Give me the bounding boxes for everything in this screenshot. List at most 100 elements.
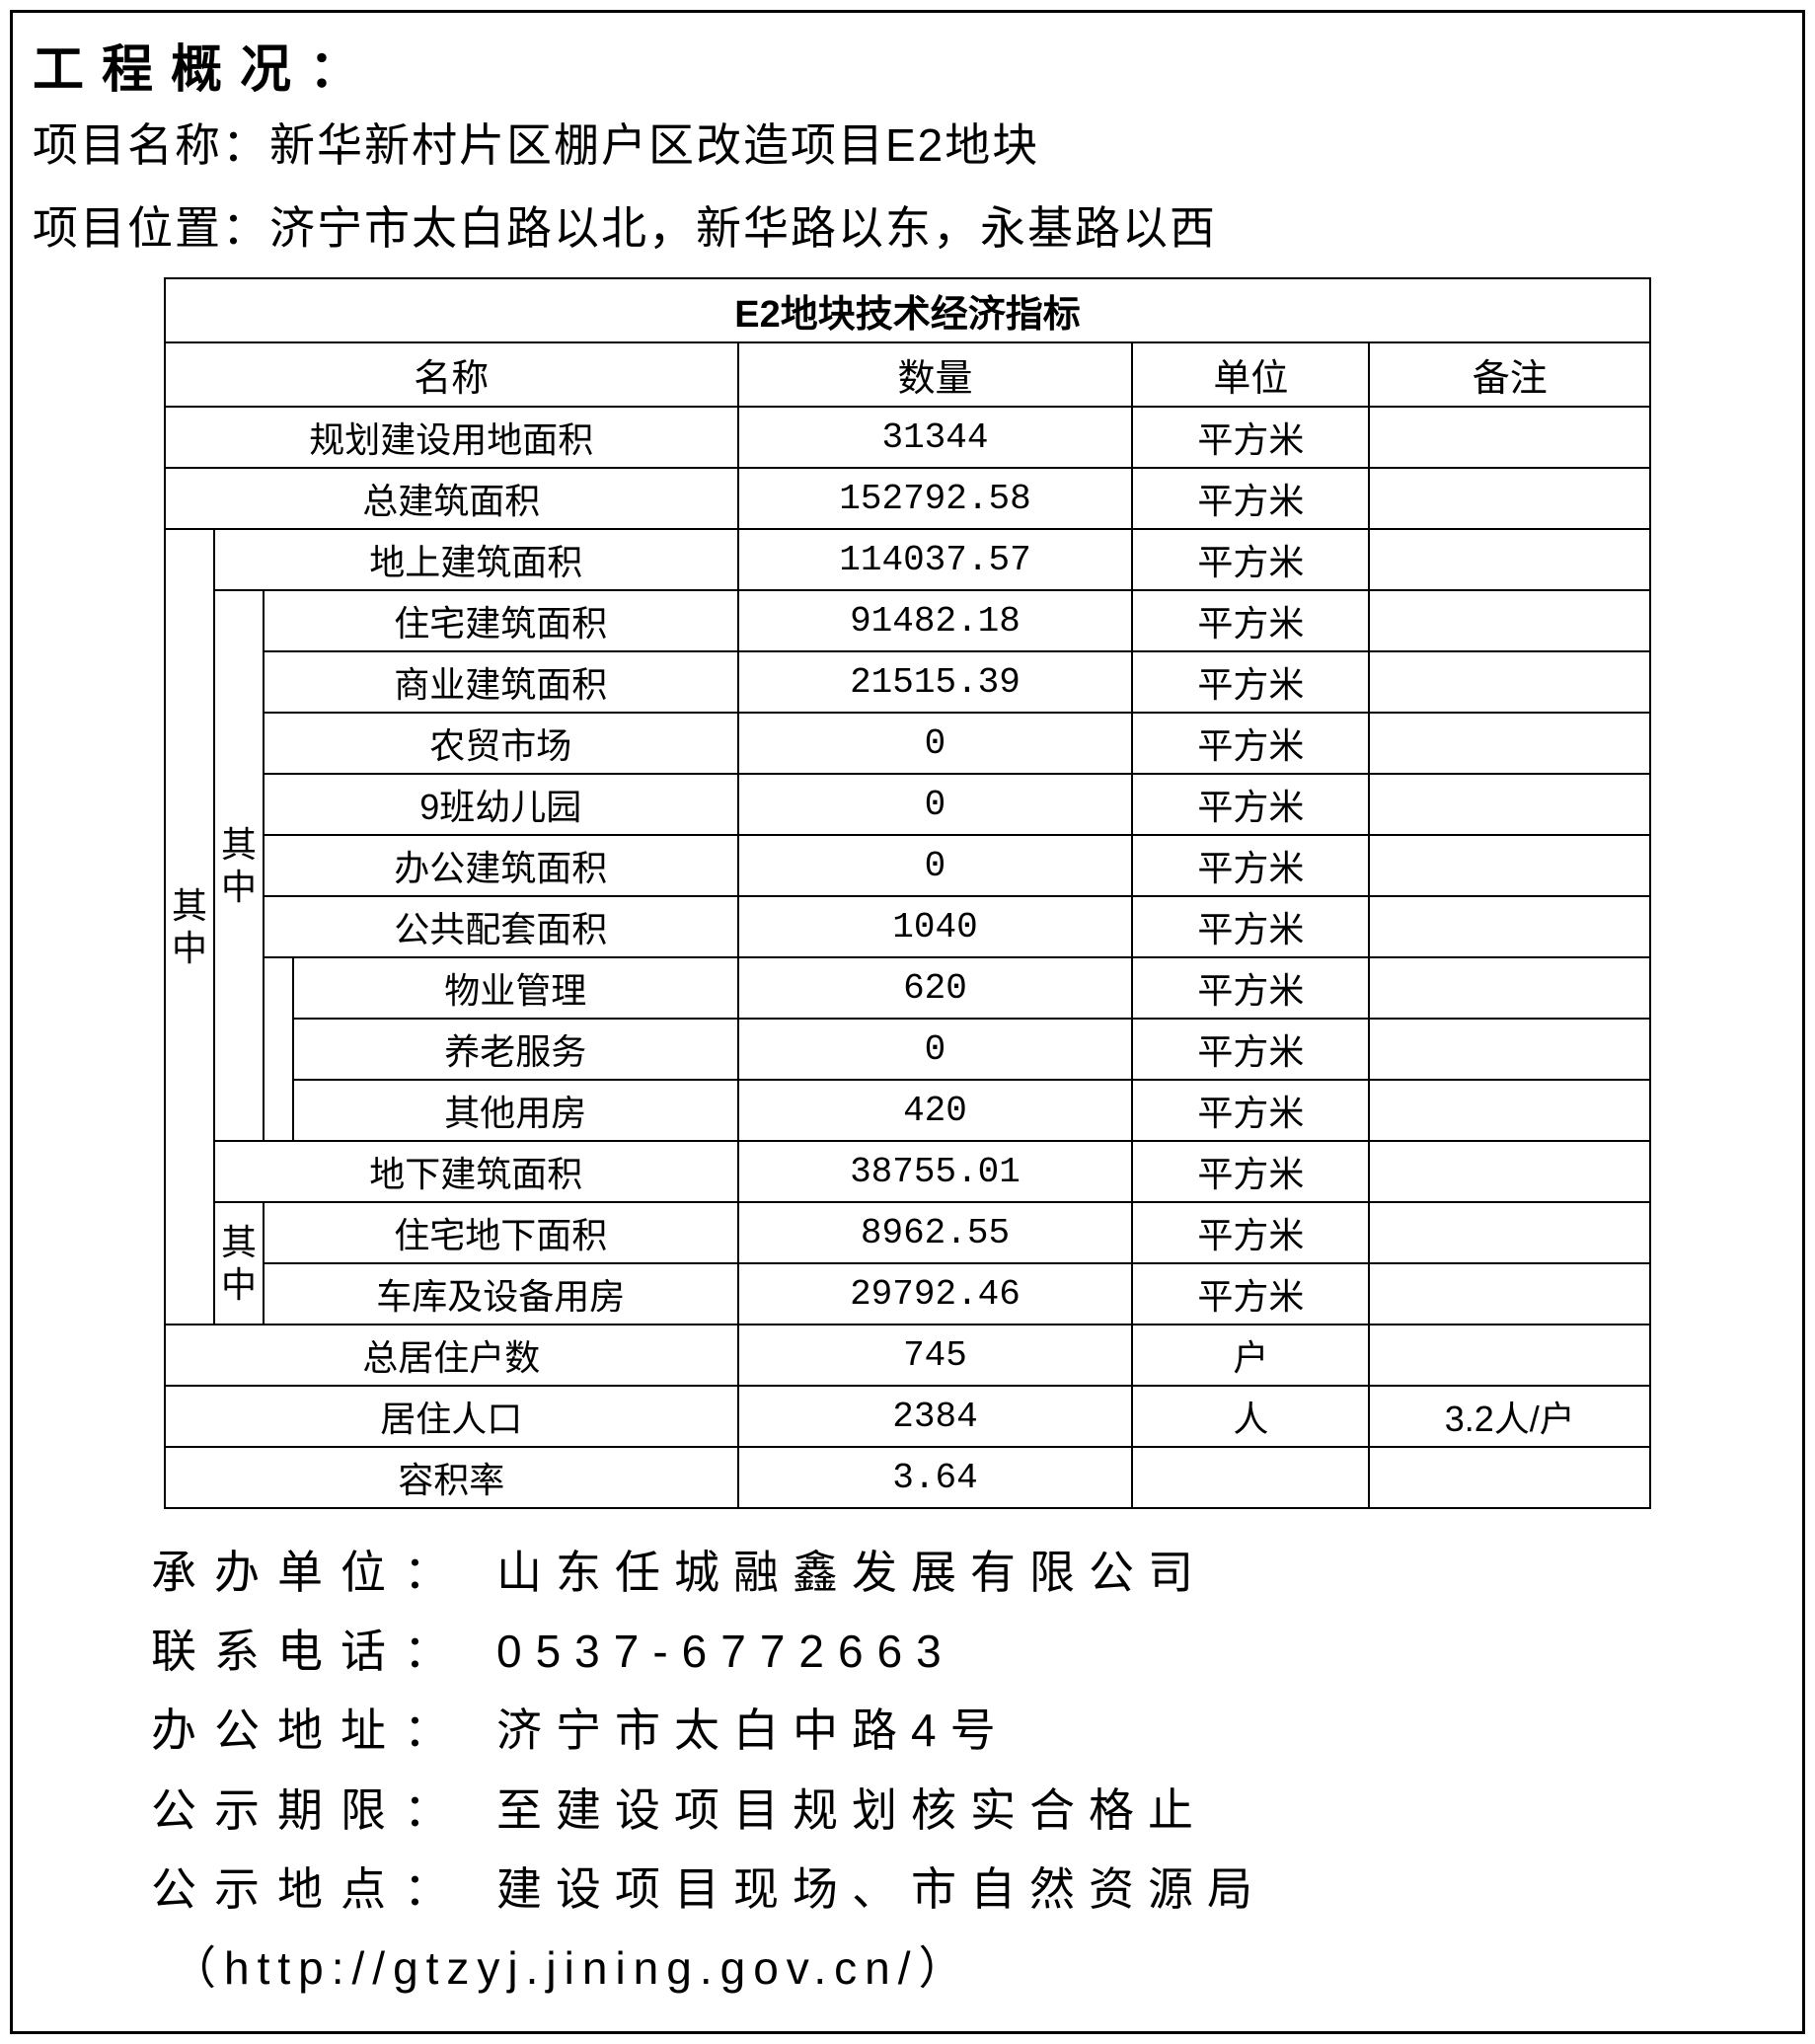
project-name-row: 项目名称：新华新村片区棚户区改造项目E2地块 <box>33 112 1782 180</box>
indicators-table: E2地块技术经济指标 名称 数量 单位 备注 规划建设用地面积 31344 平方… <box>164 277 1651 1509</box>
cell-name: 容积率 <box>165 1447 738 1508</box>
cell-qty: 29792.46 <box>738 1263 1133 1325</box>
cell-unit: 平方米 <box>1132 1019 1369 1080</box>
table-row: 其他用房 420 平方米 <box>165 1080 1650 1141</box>
cell-unit: 平方米 <box>1132 1080 1369 1141</box>
cell-note <box>1369 468 1650 529</box>
project-location-label: 项目位置： <box>33 202 269 254</box>
cell-name: 住宅建筑面积 <box>264 590 738 651</box>
table-row: 总建筑面积 152792.58 平方米 <box>165 468 1650 529</box>
cell-unit: 平方米 <box>1132 713 1369 774</box>
cell-name: 9班幼儿园 <box>264 774 738 835</box>
table-row: 物业管理 620 平方米 <box>165 957 1650 1019</box>
footer-phone-label: 联系电话： <box>151 1613 467 1690</box>
cell-name: 车库及设备用房 <box>264 1263 738 1325</box>
cell-unit: 平方米 <box>1132 529 1369 590</box>
footer-address-label: 办公地址： <box>151 1692 467 1769</box>
table-row: 办公建筑面积 0 平方米 <box>165 835 1650 896</box>
cell-qty: 1040 <box>738 896 1133 957</box>
cell-unit: 人 <box>1132 1386 1369 1447</box>
table-row: 居住人口 2384 人 3.2人/户 <box>165 1386 1650 1447</box>
table-row: 容积率 3.64 <box>165 1447 1650 1508</box>
table-title: E2地块技术经济指标 <box>165 278 1650 342</box>
table-row: 其中 住宅地下面积 8962.55 平方米 <box>165 1202 1650 1263</box>
cell-note <box>1369 1080 1650 1141</box>
table-row: 9班幼儿园 0 平方米 <box>165 774 1650 835</box>
cell-unit: 平方米 <box>1132 1202 1369 1263</box>
cell-note <box>1369 957 1650 1019</box>
col-unit: 单位 <box>1132 342 1369 407</box>
cell-note <box>1369 1019 1650 1080</box>
cell-name: 住宅地下面积 <box>264 1202 738 1263</box>
cell-name: 办公建筑面积 <box>264 835 738 896</box>
project-name-label: 项目名称： <box>33 119 269 171</box>
cell-note <box>1369 713 1650 774</box>
cell-unit <box>1132 1447 1369 1508</box>
cell-unit: 平方米 <box>1132 896 1369 957</box>
footer-location-label: 公示地点： <box>151 1851 467 1928</box>
cell-unit: 平方米 <box>1132 1263 1369 1325</box>
col-qty: 数量 <box>738 342 1133 407</box>
sub-label-4: 其中 <box>214 1202 264 1325</box>
cell-unit: 平方米 <box>1132 835 1369 896</box>
table-row: 规划建设用地面积 31344 平方米 <box>165 407 1650 468</box>
footer-url: （http://gtzyj.jining.gov.cn/） <box>151 1930 1782 2006</box>
cell-note <box>1369 1447 1650 1508</box>
table-row: 车库及设备用房 29792.46 平方米 <box>165 1263 1650 1325</box>
cell-name: 居住人口 <box>165 1386 738 1447</box>
cell-qty: 21515.39 <box>738 651 1133 713</box>
cell-qty: 0 <box>738 713 1133 774</box>
cell-qty: 152792.58 <box>738 468 1133 529</box>
table-wrapper: E2地块技术经济指标 名称 数量 单位 备注 规划建设用地面积 31344 平方… <box>33 277 1782 1509</box>
footer-period-label: 公示期限： <box>151 1772 467 1849</box>
footer-period-row: 公示期限： 至建设项目规划核实合格止 <box>151 1772 1782 1849</box>
cell-name: 物业管理 <box>293 957 738 1019</box>
col-note: 备注 <box>1369 342 1650 407</box>
cell-qty: 745 <box>738 1325 1133 1386</box>
cell-note <box>1369 651 1650 713</box>
cell-name: 其他用房 <box>293 1080 738 1141</box>
cell-qty: 420 <box>738 1080 1133 1141</box>
sub-label-1: 其中 <box>165 529 214 1325</box>
cell-unit: 平方米 <box>1132 774 1369 835</box>
footer-location-value: 建设项目现场、市自然资源局 <box>496 1851 1266 1928</box>
cell-name: 商业建筑面积 <box>264 651 738 713</box>
cell-qty: 0 <box>738 1019 1133 1080</box>
table-header-row: 名称 数量 单位 备注 <box>165 342 1650 407</box>
cell-note <box>1369 835 1650 896</box>
table-row: 公共配套面积 1040 平方米 <box>165 896 1650 957</box>
cell-name: 公共配套面积 <box>264 896 738 957</box>
cell-qty: 2384 <box>738 1386 1133 1447</box>
table-row: 其中 住宅建筑面积 91482.18 平方米 <box>165 590 1650 651</box>
cell-note <box>1369 1141 1650 1202</box>
cell-qty: 620 <box>738 957 1133 1019</box>
footer-phone-value: 0537-6772663 <box>496 1613 955 1690</box>
footer-location-row: 公示地点： 建设项目现场、市自然资源局 <box>151 1851 1782 1928</box>
cell-unit: 户 <box>1132 1325 1369 1386</box>
sub-label-2: 其中 <box>214 590 264 1141</box>
cell-unit: 平方米 <box>1132 1141 1369 1202</box>
cell-name: 地上建筑面积 <box>214 529 738 590</box>
cell-unit: 平方米 <box>1132 957 1369 1019</box>
table-row: 总居住户数 745 户 <box>165 1325 1650 1386</box>
cell-note <box>1369 529 1650 590</box>
cell-name: 养老服务 <box>293 1019 738 1080</box>
cell-note <box>1369 774 1650 835</box>
cell-unit: 平方米 <box>1132 407 1369 468</box>
table-row: 农贸市场 0 平方米 <box>165 713 1650 774</box>
footer-address-row: 办公地址： 济宁市太白中路4号 <box>151 1692 1782 1769</box>
cell-qty: 8962.55 <box>738 1202 1133 1263</box>
table-row: 其中 地上建筑面积 114037.57 平方米 <box>165 529 1650 590</box>
footer-period-value: 至建设项目规划核实合格止 <box>496 1772 1207 1849</box>
table-row: 商业建筑面积 21515.39 平方米 <box>165 651 1650 713</box>
cell-qty: 0 <box>738 835 1133 896</box>
table-title-row: E2地块技术经济指标 <box>165 278 1650 342</box>
cell-note <box>1369 1263 1650 1325</box>
cell-qty: 38755.01 <box>738 1141 1133 1202</box>
footer-organizer-row: 承办单位： 山东任城融鑫发展有限公司 <box>151 1534 1782 1611</box>
page-title: 工程概况： <box>33 28 1782 102</box>
cell-note <box>1369 590 1650 651</box>
cell-qty: 0 <box>738 774 1133 835</box>
cell-note <box>1369 407 1650 468</box>
table-row: 养老服务 0 平方米 <box>165 1019 1650 1080</box>
